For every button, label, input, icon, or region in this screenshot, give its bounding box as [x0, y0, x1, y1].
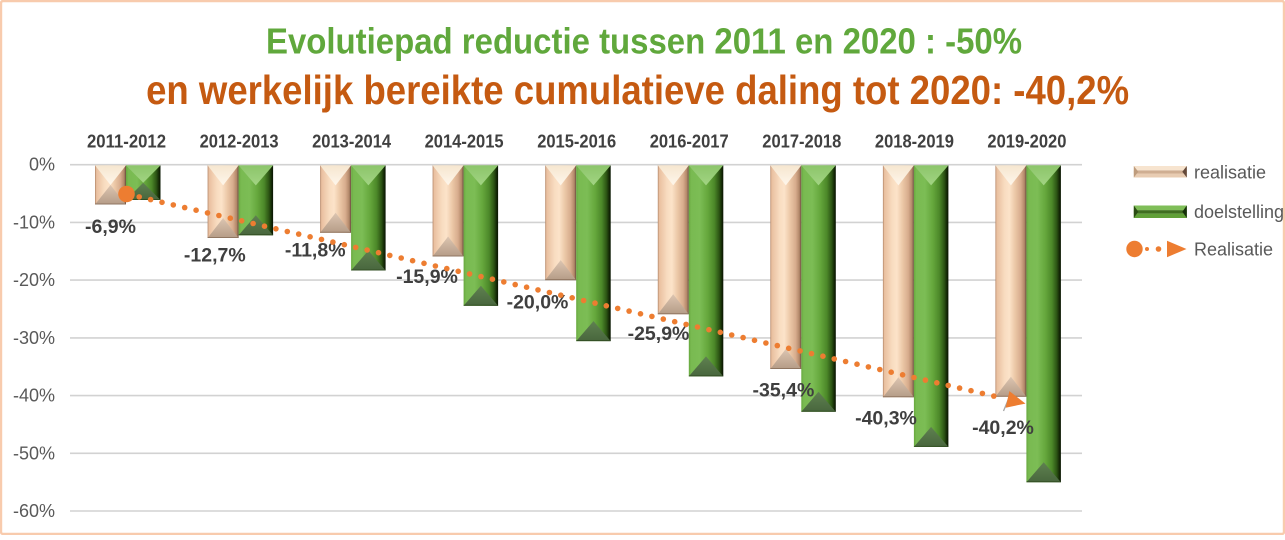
- svg-text:2012-2013: 2012-2013: [200, 131, 279, 152]
- svg-text:-20%: -20%: [13, 270, 55, 290]
- svg-text:-15,9%: -15,9%: [396, 266, 458, 288]
- svg-text:-25,9%: -25,9%: [628, 323, 690, 345]
- svg-text:-40%: -40%: [13, 386, 55, 406]
- svg-text:2015-2016: 2015-2016: [537, 131, 616, 152]
- svg-text:-50%: -50%: [13, 443, 55, 463]
- svg-text:0%: 0%: [29, 155, 55, 175]
- svg-text:-60%: -60%: [13, 501, 55, 521]
- svg-text:-40,2%: -40,2%: [972, 417, 1034, 439]
- svg-text:2019-2020: 2019-2020: [987, 131, 1066, 152]
- svg-text:2016-2017: 2016-2017: [650, 131, 729, 152]
- svg-text:-12,7%: -12,7%: [184, 245, 246, 267]
- svg-text:realisatie: realisatie: [1194, 163, 1266, 183]
- svg-text:-10%: -10%: [13, 212, 55, 232]
- svg-text:-40,3%: -40,3%: [855, 407, 917, 429]
- svg-text:-6,9%: -6,9%: [85, 216, 136, 238]
- svg-text:2011-2012: 2011-2012: [87, 131, 166, 152]
- svg-text:doelstelling: doelstelling: [1194, 202, 1284, 222]
- svg-text:Realisatie: Realisatie: [1194, 240, 1273, 260]
- svg-text:2017-2018: 2017-2018: [762, 131, 841, 152]
- svg-text:Evolutiepad reductie tussen 20: Evolutiepad reductie tussen 2011 en 2020…: [266, 21, 1022, 62]
- svg-text:-11,8%: -11,8%: [285, 240, 346, 262]
- svg-text:en werkelijk bereikte cumulati: en werkelijk bereikte cumulatieve daling…: [146, 67, 1129, 113]
- svg-text:2013-2014: 2013-2014: [312, 131, 392, 152]
- svg-text:-35,4%: -35,4%: [753, 380, 815, 402]
- svg-text:-20,0%: -20,0%: [507, 291, 569, 313]
- svg-text:2018-2019: 2018-2019: [875, 131, 954, 152]
- svg-text:2014-2015: 2014-2015: [425, 131, 504, 152]
- svg-text:-30%: -30%: [13, 328, 55, 348]
